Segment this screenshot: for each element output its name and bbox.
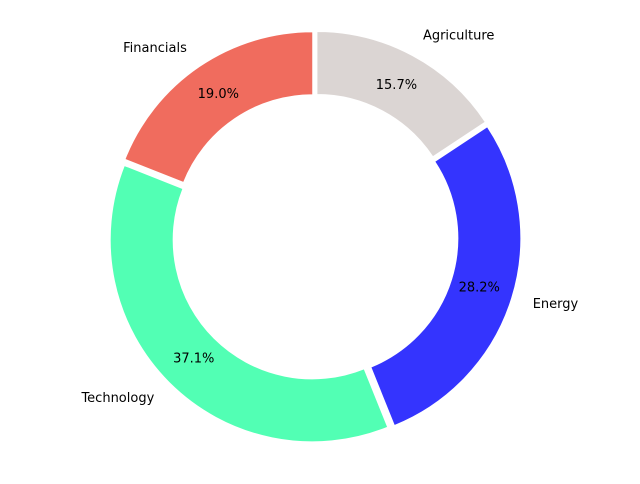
category-label-agriculture: Agriculture (423, 29, 495, 44)
percent-label-financials: 19.0% (198, 87, 239, 102)
category-label-financials: Financials (123, 41, 187, 56)
category-label-energy: Energy (533, 297, 579, 312)
slice-agriculture (316, 30, 487, 158)
slice-energy (370, 126, 522, 427)
percent-label-agriculture: 15.7% (376, 78, 417, 93)
slice-group (109, 30, 522, 443)
percent-label-energy: 28.2% (459, 281, 500, 296)
slice-financials (124, 31, 314, 184)
label-group: Financials 19.0% Technology 37.1% Energy 28.2… (80, 29, 578, 407)
percent-label-technology: 37.1% (173, 352, 214, 367)
slice-technology (109, 164, 389, 443)
category-label-technology: Technology (80, 391, 154, 406)
